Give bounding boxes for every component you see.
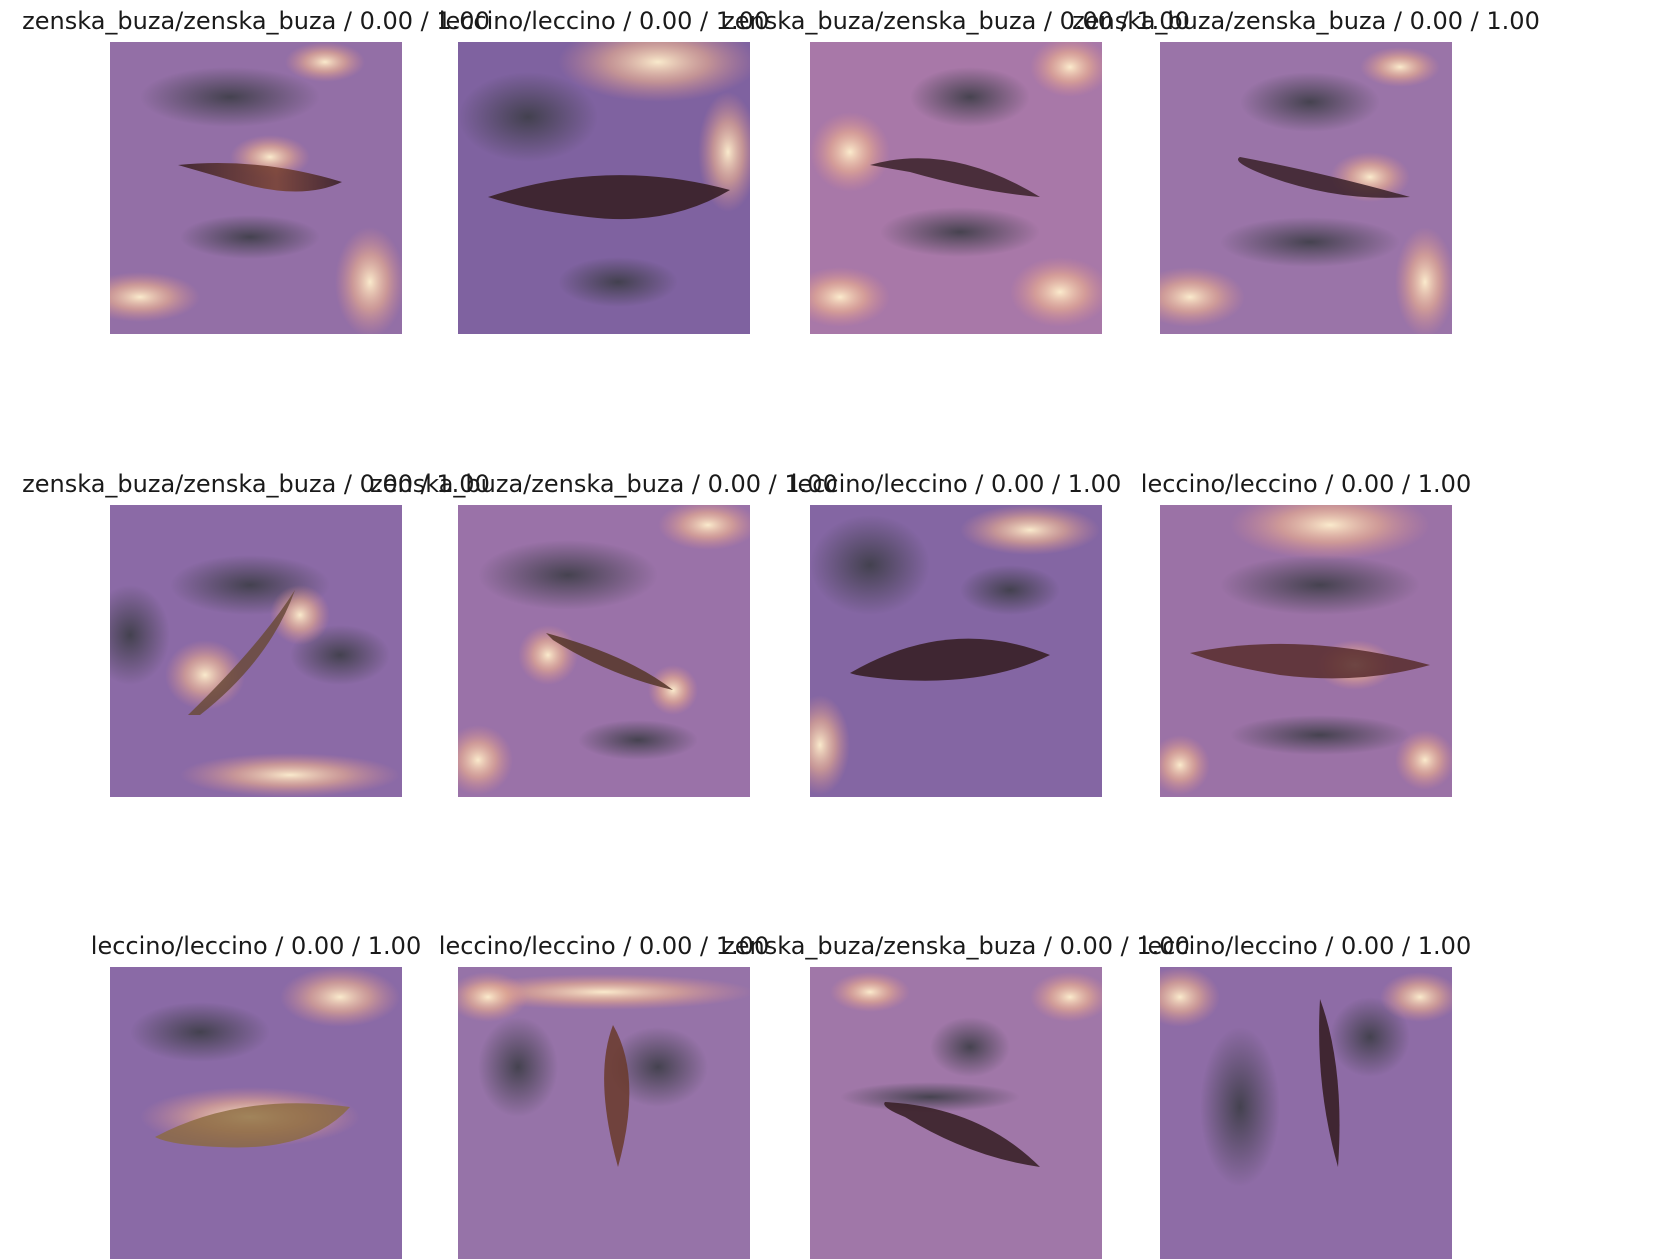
- heatmap-panel-8: leccino/leccino / 0.00 / 1.00: [1141, 470, 1471, 797]
- panel-title: zenska_buza/zenska_buza / 0.00 / 1.00: [370, 470, 838, 498]
- heatmap-panel-11: zenska_buza/zenska_buza / 0.00 / 1.00: [722, 932, 1190, 1259]
- panel-title: zenska_buza/zenska_buza / 0.00 / 1.00: [1072, 7, 1540, 35]
- heatmap-image: [110, 967, 402, 1259]
- heatmap-panel-10: leccino/leccino / 0.00 / 1.00: [439, 932, 769, 1259]
- heatmap-image: [1160, 42, 1452, 334]
- panel-title: zenska_buza/zenska_buza / 0.00 / 1.00: [22, 470, 490, 498]
- heatmap-image: [110, 505, 402, 797]
- heatmap-panel-12: leccino/leccino / 0.00 / 1.00: [1141, 932, 1471, 1259]
- heatmap-image: [810, 967, 1102, 1259]
- heatmap-image: [810, 42, 1102, 334]
- panel-title: leccino/leccino / 0.00 / 1.00: [1140, 932, 1472, 960]
- heatmap-image: [458, 42, 750, 334]
- panel-title: leccino/leccino / 0.00 / 1.00: [438, 932, 770, 960]
- heatmap-panel-4: zenska_buza/zenska_buza / 0.00 / 1.00: [1072, 7, 1540, 334]
- heatmap-panel-9: leccino/leccino / 0.00 / 1.00: [91, 932, 421, 1259]
- heatmap-panel-3: zenska_buza/zenska_buza / 0.00 / 1.00: [722, 7, 1190, 334]
- panel-title: leccino/leccino / 0.00 / 1.00: [90, 932, 422, 960]
- heatmap-panel-2: leccino/leccino / 0.00 / 1.00: [439, 7, 769, 334]
- heatmap-panel-5: zenska_buza/zenska_buza / 0.00 / 1.00: [22, 470, 490, 797]
- heatmap-image: [110, 42, 402, 334]
- panel-title: zenska_buza/zenska_buza / 0.00 / 1.00: [722, 932, 1190, 960]
- heatmap-image: [810, 505, 1102, 797]
- heatmap-panel-7: leccino/leccino / 0.00 / 1.00: [791, 470, 1121, 797]
- heatmap-image: [1160, 967, 1452, 1259]
- heatmap-image: [458, 505, 750, 797]
- panel-title: leccino/leccino / 0.00 / 1.00: [438, 7, 770, 35]
- panel-title: leccino/leccino / 0.00 / 1.00: [790, 470, 1122, 498]
- heatmap-image: [1160, 505, 1452, 797]
- heatmap-image: [458, 967, 750, 1259]
- panel-title: leccino/leccino / 0.00 / 1.00: [1140, 470, 1472, 498]
- heatmap-panel-1: zenska_buza/zenska_buza / 0.00 / 1.00: [22, 7, 490, 334]
- heatmap-panel-6: zenska_buza/zenska_buza / 0.00 / 1.00: [370, 470, 838, 797]
- panel-title: zenska_buza/zenska_buza / 0.00 / 1.00: [722, 7, 1190, 35]
- panel-title: zenska_buza/zenska_buza / 0.00 / 1.00: [22, 7, 490, 35]
